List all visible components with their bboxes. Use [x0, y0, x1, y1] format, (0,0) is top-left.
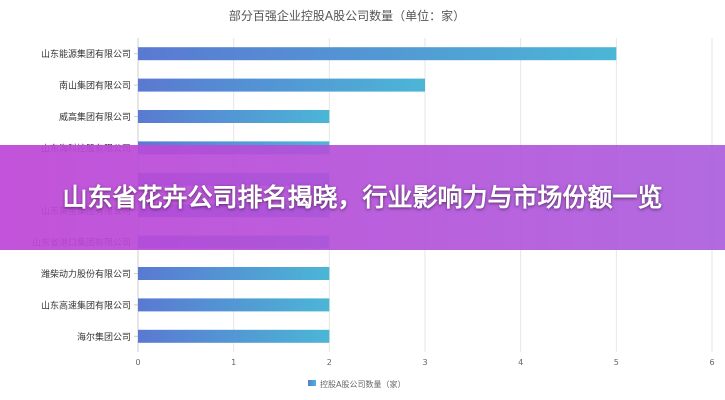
legend-swatch [308, 380, 316, 386]
category-label: 海尔集团公司 [77, 331, 131, 343]
x-tick-label: 0 [135, 358, 140, 367]
bar [138, 47, 617, 61]
category-label: 山东高速集团有限公司 [41, 299, 131, 311]
x-tick-label: 6 [709, 358, 714, 367]
x-tick-label: 4 [518, 358, 523, 367]
bar [138, 110, 330, 123]
legend-label: 控股A股公司数量（家） [320, 379, 405, 389]
x-tick-label: 3 [422, 358, 427, 367]
category-label: 潍柴动力股份有限公司 [41, 268, 131, 280]
category-label: 威高集团有限公司 [59, 111, 131, 123]
x-tick-label: 1 [231, 358, 236, 367]
category-label: 山东能源集团有限公司 [41, 48, 131, 60]
headline-text: 山东省花卉公司排名揭晓，行业影响力与市场份额一览 [62, 182, 663, 212]
legend: 控股A股公司数量（家） [308, 379, 405, 389]
category-label: 南山集团有限公司 [59, 80, 131, 92]
bar [138, 78, 425, 92]
bar [138, 267, 330, 280]
chart-title: 部分百强企业控股A股公司数量（单位：家） [229, 8, 465, 23]
x-tick-label: 5 [614, 358, 619, 367]
bar [138, 298, 330, 312]
x-tick-label: 2 [327, 358, 332, 367]
bar [138, 329, 330, 343]
headline-banner: 山东省花卉公司排名揭晓，行业影响力与市场份额一览 [0, 145, 725, 250]
